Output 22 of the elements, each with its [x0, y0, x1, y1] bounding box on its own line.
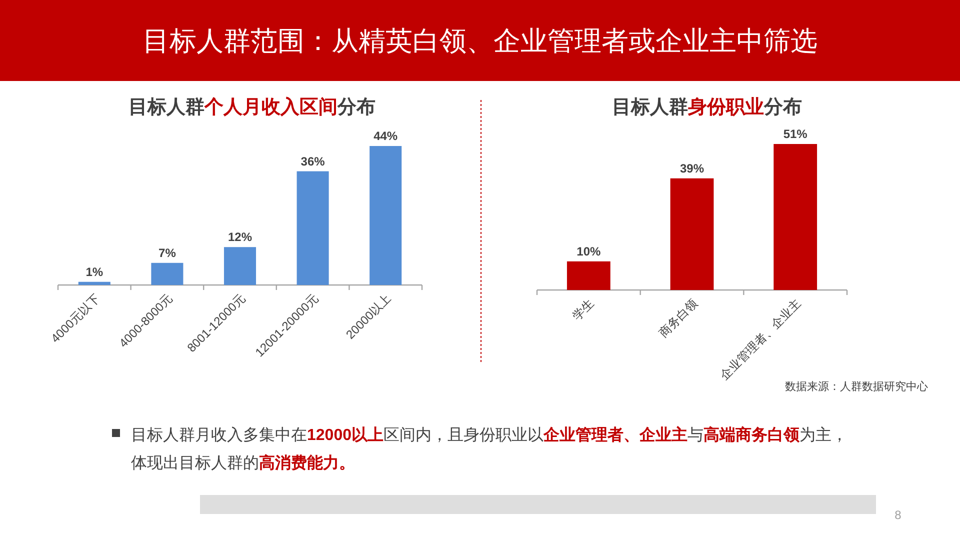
data-label: 7%	[158, 246, 176, 260]
bar	[224, 247, 256, 285]
data-label: 44%	[374, 129, 398, 143]
bar	[370, 146, 402, 285]
chart-title: 目标人群身份职业分布	[612, 96, 802, 118]
data-label: 51%	[783, 127, 808, 141]
data-label: 39%	[680, 161, 704, 176]
text: 目标人群范围：从精英白领、企业管理者或企业主中筛选	[142, 26, 818, 56]
bar	[78, 282, 110, 285]
bar	[296, 171, 329, 285]
x-tick-label: 企业管理者、企业主	[717, 296, 804, 382]
source-note: 数据来源：人群数据研究中心	[785, 380, 928, 393]
bar	[151, 262, 184, 285]
data-label: 1%	[86, 264, 104, 279]
data-label: 10%	[576, 244, 601, 258]
chart-title: 目标人群个人月收入区间分布	[128, 96, 376, 118]
x-tick-label: 商务白领	[656, 296, 700, 340]
x-tick-label: 学生	[570, 296, 597, 324]
data-label: 36%	[300, 154, 326, 168]
text: 目标人群月收入多集中在12000以上区间内，且身份职业以企业管理者、企业主与高端商务白领为主，体现出目标人群的高消费能力。	[131, 427, 848, 472]
text: 8	[894, 508, 902, 522]
data-label: 12%	[228, 230, 252, 244]
